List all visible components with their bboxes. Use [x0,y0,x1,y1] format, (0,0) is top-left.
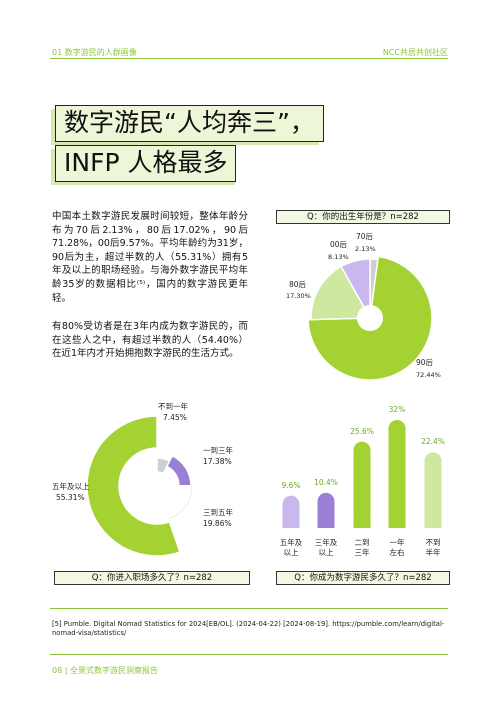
career-slice-3to5 [167,484,194,521]
question-career-length: Q：你进入职场多久了？n=282 [54,571,250,585]
bar-3 [353,441,371,528]
bar-4 [388,420,406,528]
birth-value-70: 2.13% [355,245,376,253]
career-slice-1to3 [165,454,192,487]
bar-category-label: 二到 三年 [354,538,370,557]
bar-category-label: 五年及 以上 [279,538,303,557]
career-label-1to3: 一到三年 [203,446,233,455]
career-length-donut-chart [86,415,194,557]
question-birth-year: Q：你的出生年份是？n=282 [276,210,450,224]
title-line-2: INFP 人格最多 [55,145,237,183]
bar-value-label: 25.6% [350,426,374,436]
birth-label-90: 90后 [416,358,434,367]
brand-label: NCC共居共创社区 [382,48,448,57]
bar-category-label: 一年 左右 [389,538,405,557]
paragraph-duration: 有80%受访者是在3年内成为数字游民的，而在这些人之中，有超过半数的人（54.4… [52,321,248,360]
question-nomad-length: Q：你成为数字游民多久了？n=282 [276,571,450,585]
header-rule [50,58,448,59]
bar-2 [317,492,335,528]
birth-slice-00s [340,258,371,321]
bar-value-label: 9.6% [281,480,301,490]
footer-rule [50,654,448,655]
bar-value-label: 22.4% [421,437,445,447]
birth-label-00: 00后 [330,240,348,249]
bar-category-label: 三年及 以上 [314,538,338,557]
career-slice-5plus [86,415,181,557]
birth-value-80: 17.30% [286,292,311,300]
paragraph-age: 中国本土数字游民发展时间较短，整体年龄分布为70后2.13%，80后17.02%… [52,211,248,304]
career-value-lt1: 7.45% [163,413,187,422]
footnote-reference: [5] Pumble. Digital Nomad Statistics for… [52,620,445,637]
birth-pie-hole [357,305,383,331]
birth-value-00: 8.13% [328,253,349,261]
career-label-lt1: 不到一年 [158,402,188,411]
birth-value-90: 72.44% [416,371,441,379]
career-label-5plus: 五年及以上 [52,482,90,491]
career-value-1to3: 17.38% [203,457,232,466]
birth-label-70: 70后 [356,232,374,241]
bar-category-label: 不到 半年 [425,538,441,557]
footnote-rule [50,608,448,609]
career-value-3to5: 19.86% [203,519,232,528]
career-label-3to5: 三到五年 [203,508,233,517]
title-line-1: 数字游民“人均奔三”， [55,105,324,143]
career-slice-lt1 [156,457,171,475]
bar-value-label: 10.4% [314,477,338,487]
birth-year-pie-chart [307,255,433,381]
page-footer: 08 | 全景式数字游民洞察报告 [52,666,158,675]
career-value-5plus: 55.31% [56,493,85,502]
nomad-length-bar-chart [282,420,442,528]
bar-5 [424,452,442,528]
section-label: 01 数字游民的人群画像 [52,48,137,57]
bar-1 [282,495,300,528]
birth-slice-80s [310,265,372,321]
bar-value-label: 32% [388,405,406,414]
birth-label-80: 80后 [289,280,307,289]
